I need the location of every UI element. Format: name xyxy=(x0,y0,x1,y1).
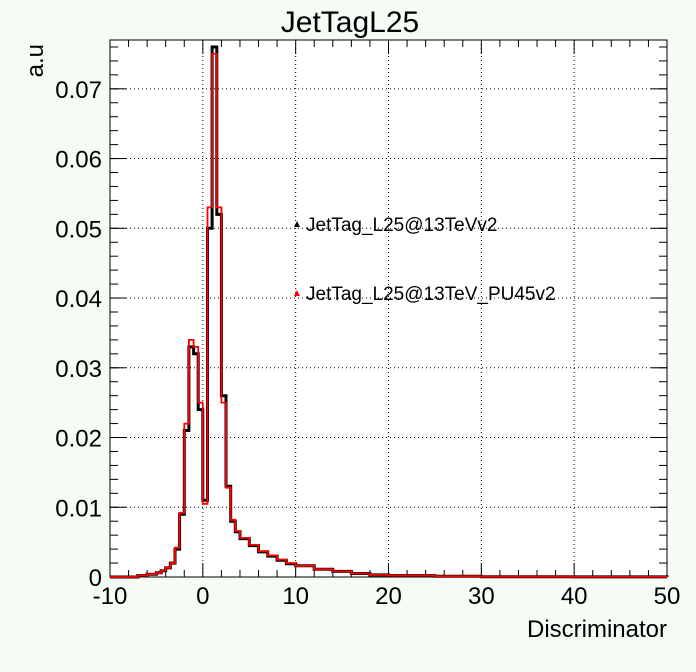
legend-entry-label: JetTag_L25@13TeV_PU45v2 xyxy=(306,284,556,305)
y-tick-label: 0.01 xyxy=(55,495,102,522)
y-tick-label: 0.03 xyxy=(55,356,102,383)
series-line-1 xyxy=(110,53,668,578)
legend: JetTag_L25@13TeVv2 JetTag_L25@13TeV_PU45v… xyxy=(294,215,556,305)
x-tick-label: -10 xyxy=(93,583,128,610)
y-tick-label: 0.07 xyxy=(55,77,102,104)
y-tick-label: 0.05 xyxy=(55,216,102,243)
legend-marker xyxy=(294,290,300,296)
legend-marker xyxy=(294,221,300,227)
chart-title: JetTagL25 xyxy=(281,6,419,39)
grid-lines xyxy=(110,40,667,577)
y-tick-label: 0.04 xyxy=(55,286,102,313)
x-tick-label: 40 xyxy=(561,583,588,610)
y-tick-label: 0.02 xyxy=(55,426,102,453)
x-tick-label: 20 xyxy=(375,583,402,610)
series-layer xyxy=(110,45,669,579)
axis-ticks: -10 0 10 20 30 40 5000.010.020.030.040.050.060… xyxy=(55,40,680,610)
x-tick-label: 10 xyxy=(282,583,309,610)
x-tick-label: 50 xyxy=(654,583,681,610)
x-axis-label: Discriminator xyxy=(527,616,667,643)
legend-entry-label: JetTag_L25@13TeVv2 xyxy=(306,215,497,236)
x-tick-label: 0 xyxy=(196,583,209,610)
y-tick-label: 0.06 xyxy=(55,147,102,174)
y-axis-label: a.u xyxy=(22,44,49,77)
y-tick-label: 0 xyxy=(89,565,102,592)
x-tick-label: 30 xyxy=(468,583,495,610)
